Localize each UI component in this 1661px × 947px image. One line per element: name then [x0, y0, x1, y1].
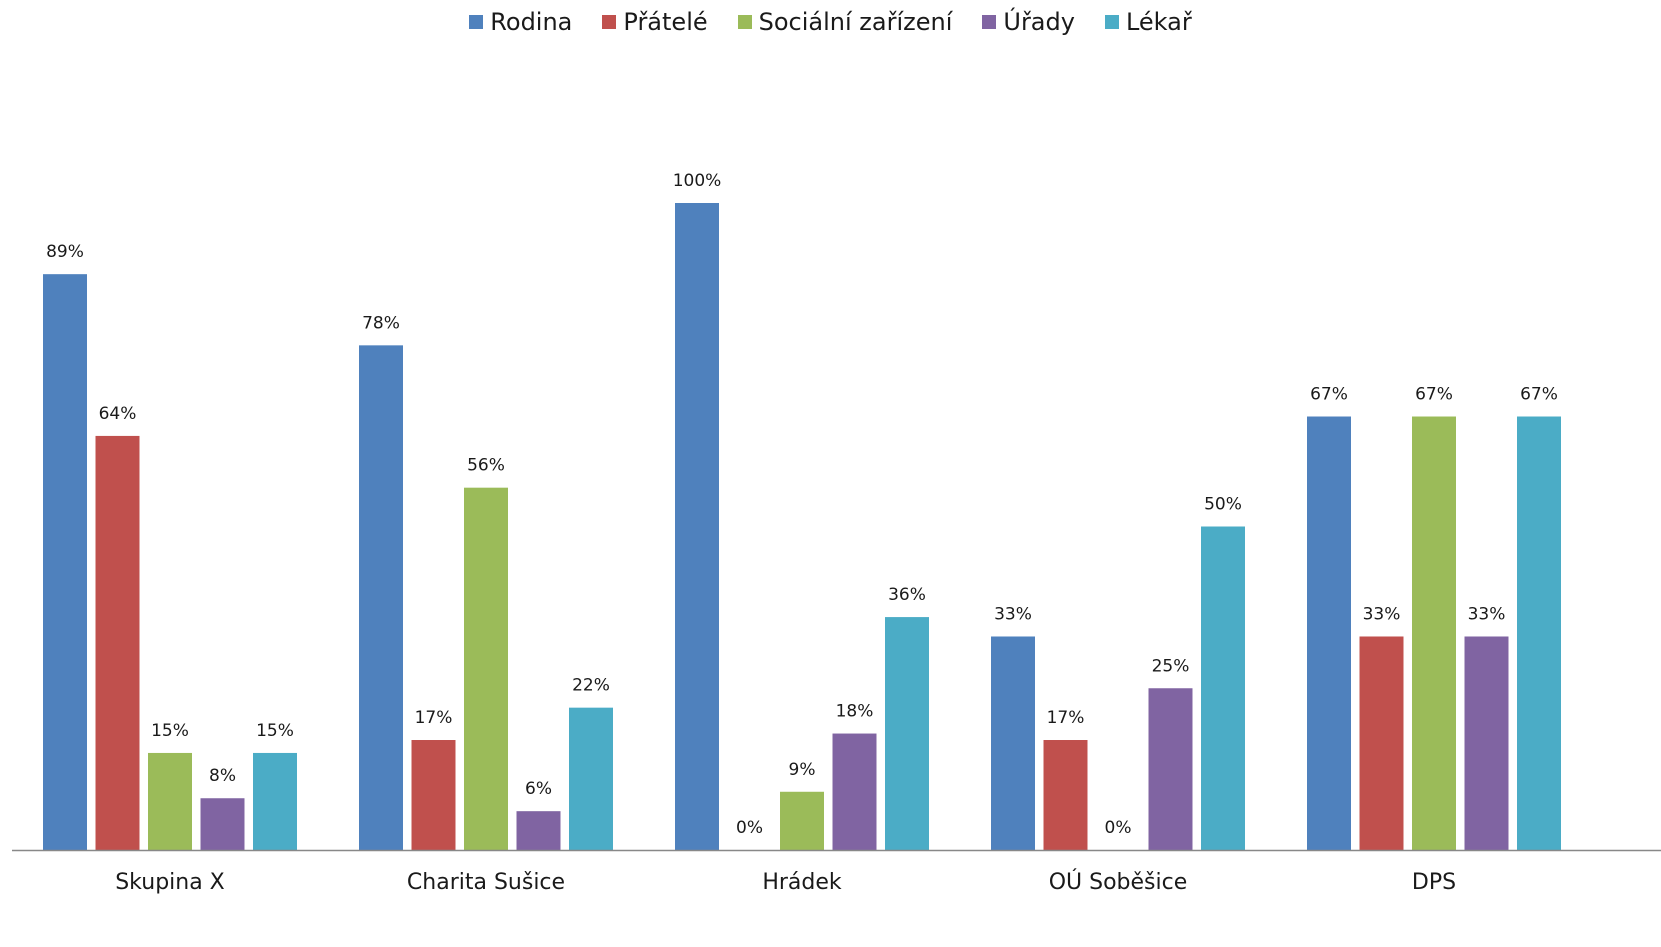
data-label-2-0: 100% [673, 171, 722, 191]
data-label-0-3: 8% [209, 766, 236, 786]
data-label-4-0: 67% [1310, 385, 1348, 405]
category-label-0: Skupina X [115, 870, 225, 895]
category-label-1: Charita Sušice [407, 870, 565, 895]
legend-swatch [737, 15, 752, 29]
bar-0-0 [43, 274, 87, 850]
legend-item-1: Přátelé [602, 8, 708, 36]
data-label-4-3: 33% [1468, 604, 1506, 624]
bar-3-3 [1148, 688, 1193, 850]
data-label-2-3: 18% [836, 702, 874, 722]
data-label-1-4: 22% [572, 676, 610, 696]
bar-4-2 [1412, 416, 1456, 850]
bar-2-0 [675, 203, 719, 850]
legend-label: Sociální zařízení [758, 8, 953, 36]
data-label-2-1: 0% [736, 818, 763, 838]
legend-label: Lékař [1125, 8, 1192, 36]
legend-swatch [982, 15, 997, 29]
data-label-0-0: 89% [46, 242, 84, 262]
data-label-1-3: 6% [525, 779, 552, 799]
bar-1-3 [516, 811, 561, 850]
data-label-4-4: 67% [1520, 385, 1558, 405]
bar-3-0 [991, 636, 1035, 850]
data-label-0-4: 15% [256, 721, 294, 741]
data-label-0-1: 64% [99, 404, 137, 424]
data-label-3-1: 17% [1047, 708, 1085, 728]
bar-0-4 [253, 752, 297, 850]
bar-0-2 [148, 752, 192, 850]
legend-label: Úřady [1003, 8, 1075, 36]
bar-4-3 [1464, 636, 1509, 850]
legend-swatch [1104, 15, 1119, 29]
data-label-2-4: 36% [888, 585, 926, 605]
data-label-3-2: 0% [1105, 818, 1132, 838]
bar-1-2 [464, 487, 508, 850]
legend-label: Rodina [490, 8, 573, 36]
data-label-4-1: 33% [1363, 604, 1401, 624]
bar-4-0 [1307, 416, 1351, 850]
bar-0-3 [200, 798, 245, 850]
data-label-1-2: 56% [467, 456, 505, 476]
data-label-3-0: 33% [994, 604, 1032, 624]
bar-0-1 [95, 435, 140, 850]
bar-4-1 [1359, 636, 1404, 850]
data-label-1-0: 78% [362, 313, 400, 333]
bar-4-4 [1517, 416, 1561, 850]
bar-2-2 [780, 791, 824, 850]
category-label-3: OÚ Soběšice [1049, 869, 1188, 895]
data-label-0-2: 15% [151, 721, 189, 741]
bar-3-1 [1043, 740, 1088, 850]
legend-item-0: Rodina [469, 8, 572, 36]
bar-3-4 [1201, 526, 1245, 850]
bar-1-0 [359, 345, 403, 850]
data-label-2-2: 9% [789, 760, 816, 780]
bar-1-4 [569, 707, 613, 850]
legend-item-3: Úřady [982, 8, 1075, 36]
bar-1-1 [411, 740, 456, 850]
legend: Rodina Přátelé Sociální zařízení Úřady Lékař [0, 8, 1661, 36]
data-label-1-1: 17% [415, 708, 453, 728]
legend-label: Přátelé [623, 8, 708, 36]
data-label-3-3: 25% [1152, 656, 1190, 676]
legend-item-4: Lékař [1104, 8, 1192, 36]
legend-swatch [469, 15, 484, 29]
bar-2-4 [885, 617, 929, 850]
bar-2-3 [832, 733, 877, 850]
category-label-4: DPS [1412, 870, 1456, 895]
legend-item-2: Sociální zařízení [737, 8, 953, 36]
data-label-4-2: 67% [1415, 385, 1453, 405]
category-label-2: Hrádek [762, 870, 842, 895]
data-label-3-4: 50% [1204, 495, 1242, 515]
legend-swatch [602, 15, 617, 29]
